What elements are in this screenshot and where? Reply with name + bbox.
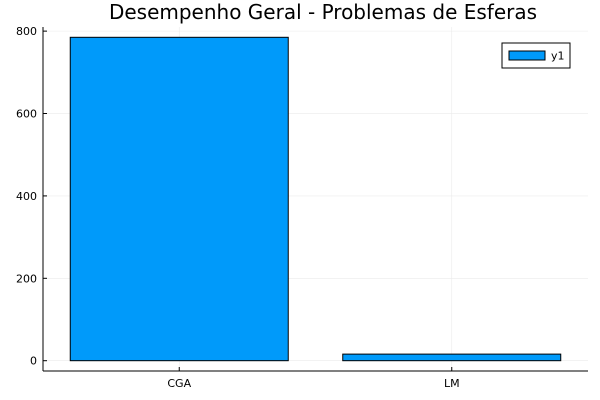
legend: y1 xyxy=(502,43,570,68)
x-tick-label: LM xyxy=(444,377,460,390)
y-tick-label: 600 xyxy=(16,108,37,121)
legend-swatch xyxy=(509,51,545,60)
bar-cga xyxy=(70,37,288,360)
bar-lm xyxy=(343,354,561,361)
chart-title: Desempenho Geral - Problemas de Esferas xyxy=(109,0,537,24)
y-tick-label: 0 xyxy=(30,355,37,368)
y-tick-label: 800 xyxy=(16,25,37,38)
y-tick-label: 400 xyxy=(16,190,37,203)
legend-label: y1 xyxy=(551,50,565,63)
x-tick-label: CGA xyxy=(167,377,191,390)
y-tick-label: 200 xyxy=(16,272,37,285)
bars xyxy=(70,37,561,360)
